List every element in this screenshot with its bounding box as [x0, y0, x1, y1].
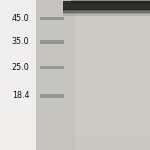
Text: 25.0: 25.0 — [12, 63, 29, 72]
Bar — [36, 0, 150, 150]
Text: 18.4: 18.4 — [12, 92, 29, 100]
Bar — [63, 11, 150, 13]
Bar — [75, 12, 150, 135]
Bar — [70, 0, 150, 4]
Bar — [40, 40, 64, 44]
Text: 35.0: 35.0 — [12, 38, 29, 46]
Bar — [36, 0, 75, 150]
Bar — [63, 9, 150, 11]
Bar — [40, 66, 64, 69]
Bar — [40, 17, 64, 20]
Bar — [0, 0, 36, 150]
Bar — [40, 94, 64, 98]
Text: 45.0: 45.0 — [12, 14, 29, 23]
Bar — [63, 1, 150, 10]
Bar — [63, 12, 150, 14]
Bar — [63, 14, 150, 16]
